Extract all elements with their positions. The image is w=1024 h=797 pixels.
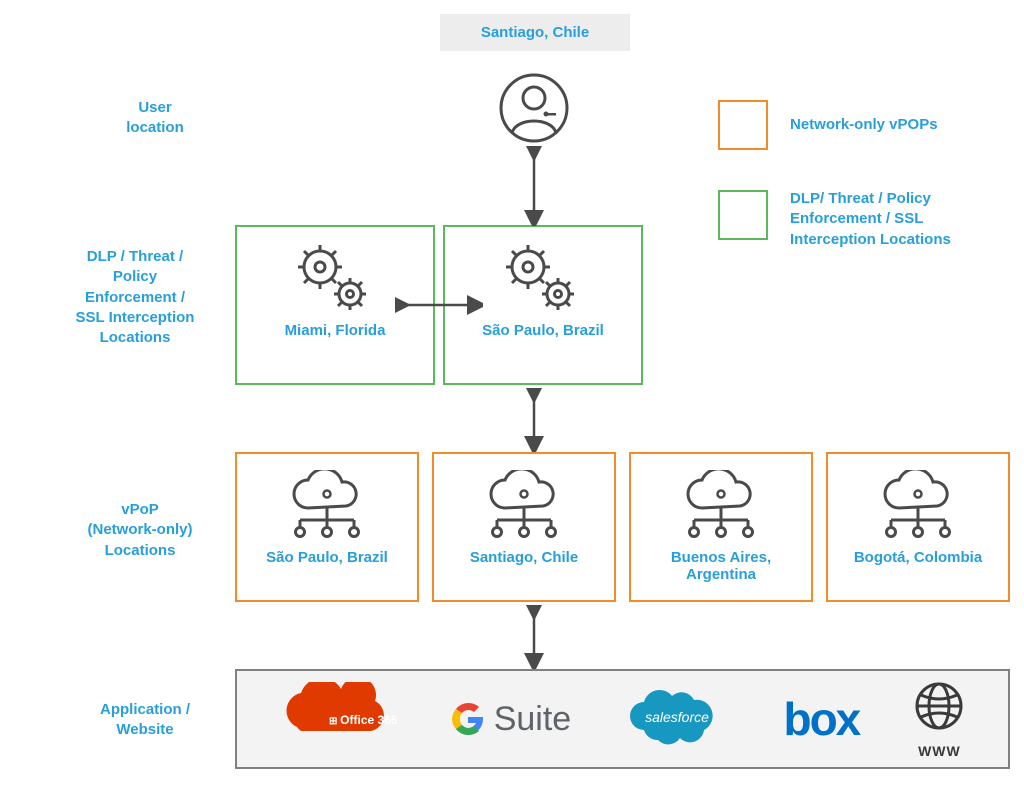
row-label-user: User location: [95, 98, 215, 139]
cloud-network-icon: [676, 468, 766, 543]
gears-icon: [498, 241, 588, 316]
legend-orange-text: Network-only vPOPs: [790, 116, 938, 133]
row-label-vpop: vPoP (Network-only) Locations: [70, 500, 210, 561]
arrow-user-to-dlp: [524, 146, 544, 226]
row-label-dlp-text: DLP / Threat / Policy Enforcement / SSL …: [76, 248, 195, 346]
www-icon: WWW: [910, 680, 968, 759]
arrow-dlp-to-vpop: [524, 388, 544, 452]
gears-icon: [290, 241, 380, 316]
svg-text:salesforce: salesforce: [645, 709, 709, 725]
user-location-text: Santiago, Chile: [481, 24, 589, 41]
legend-orange-box: [718, 100, 768, 150]
cloud-network-icon: [479, 468, 569, 543]
vpop-node-1: São Paulo, Brazil: [235, 452, 419, 602]
salesforce-logo: salesforce: [622, 682, 732, 757]
office365-logo: ⊞ Office 365: [277, 682, 397, 757]
legend-green-box: [718, 190, 768, 240]
gsuite-logo: Suite: [448, 699, 572, 739]
legend-green-text: DLP/ Threat / Policy Enforcement / SSL I…: [790, 190, 951, 248]
cloud-network-icon: [282, 468, 372, 543]
box-logo: box: [783, 692, 859, 746]
row-label-dlp: DLP / Threat / Policy Enforcement / SSL …: [55, 247, 215, 348]
user-location-header: Santiago, Chile: [440, 14, 630, 51]
user-icon: [498, 72, 570, 149]
dlp-node-saopaulo-label: São Paulo, Brazil: [482, 322, 604, 339]
vpop-node-4-label: Bogotá, Colombia: [854, 549, 982, 566]
vpop-node-3-label: Buenos Aires, Argentina: [671, 549, 771, 583]
cloud-network-icon: [873, 468, 963, 543]
vpop-node-1-label: São Paulo, Brazil: [266, 549, 388, 566]
row-label-apps-text: Application / Website: [100, 701, 190, 738]
legend-green-label: DLP/ Threat / Policy Enforcement / SSL I…: [790, 189, 1000, 250]
vpop-node-2: Santiago, Chile: [432, 452, 616, 602]
applications-box: ⊞ Office 365 Suite salesforce box: [235, 669, 1010, 769]
arrow-vpop-to-apps: [524, 605, 544, 669]
vpop-node-4: Bogotá, Colombia: [826, 452, 1010, 602]
row-label-apps: Application / Website: [80, 700, 210, 741]
vpop-node-2-label: Santiago, Chile: [470, 549, 578, 566]
svg-text:⊞ Office 365: ⊞ Office 365: [329, 713, 397, 727]
vpop-node-3: Buenos Aires, Argentina: [629, 452, 813, 602]
dlp-node-miami-label: Miami, Florida: [285, 322, 386, 339]
arrow-dlp-to-dlp: [395, 295, 483, 315]
row-label-vpop-text: vPoP (Network-only) Locations: [88, 501, 193, 559]
row-label-user-text: User location: [126, 99, 184, 136]
gsuite-text: Suite: [494, 700, 572, 739]
legend-orange-label: Network-only vPOPs: [790, 115, 1000, 135]
